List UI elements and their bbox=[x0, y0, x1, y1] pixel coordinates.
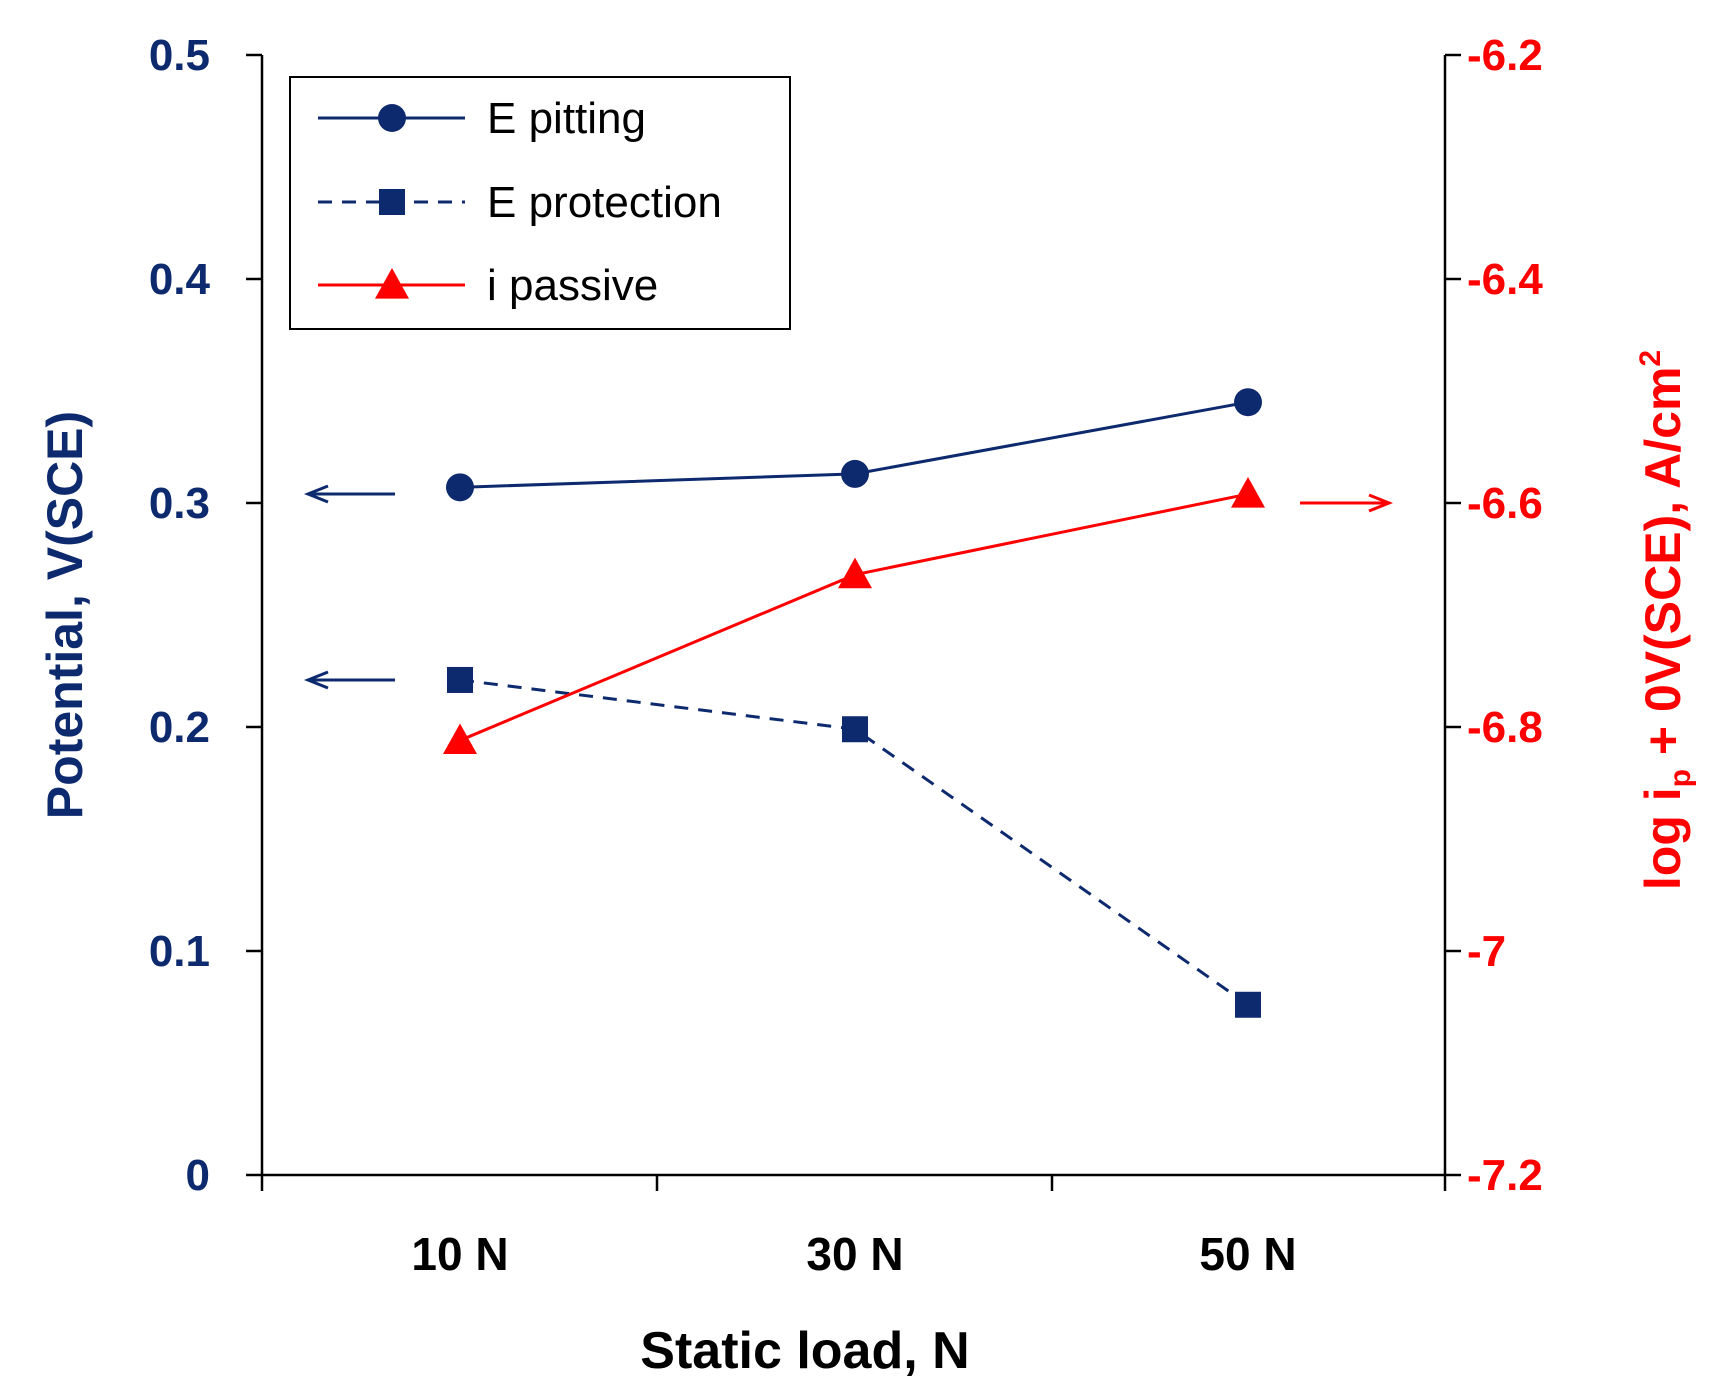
right-tick-label: -7.2 bbox=[1467, 1151, 1543, 1200]
right-tick-label: -6.2 bbox=[1467, 31, 1543, 80]
left-tick-label: 0.1 bbox=[149, 927, 210, 976]
left-tick-label: 0.3 bbox=[149, 479, 210, 528]
right-axis-title-prefix: log i bbox=[1635, 787, 1691, 890]
legend-label: i passive bbox=[487, 261, 658, 310]
series-e-protection bbox=[447, 666, 1261, 1018]
legend-items: E pitting E protection i passive bbox=[318, 94, 722, 310]
annotations bbox=[303, 484, 1394, 690]
legend-swatch-marker bbox=[375, 268, 409, 299]
series-e-pitting bbox=[446, 388, 1262, 502]
right-axis-title-middle: + 0V(SCE), A/cm bbox=[1635, 367, 1691, 769]
legend-item: i passive bbox=[318, 261, 658, 310]
right-axis-title: log ip + 0V(SCE), A/cm2 bbox=[1634, 350, 1697, 890]
legend-item: E protection bbox=[318, 178, 722, 227]
series-line bbox=[459, 678, 1249, 1006]
legend-swatch-marker bbox=[378, 104, 406, 132]
arrow-head bbox=[303, 484, 329, 504]
series bbox=[443, 388, 1265, 1018]
x-tick-label: 10 N bbox=[411, 1228, 508, 1280]
arrow-right bbox=[1300, 493, 1394, 513]
left-tick-label: 0.5 bbox=[149, 31, 210, 80]
arrow-left bbox=[303, 670, 395, 690]
data-point bbox=[446, 473, 474, 502]
right-tick-label: -6.8 bbox=[1467, 703, 1543, 752]
arrow-head bbox=[1368, 493, 1394, 513]
right-tick-label: -7 bbox=[1467, 927, 1506, 976]
legend-swatch-marker bbox=[379, 189, 405, 215]
data-point bbox=[1231, 477, 1265, 508]
left-axis-title: Potential, V(SCE) bbox=[37, 411, 93, 819]
data-point bbox=[1234, 388, 1262, 417]
left-tick-label: 0.4 bbox=[149, 255, 211, 304]
x-tick-label: 50 N bbox=[1199, 1228, 1296, 1280]
left-tick-label: 0.2 bbox=[149, 703, 210, 752]
data-point bbox=[841, 459, 869, 488]
left-tick-label: 0 bbox=[186, 1151, 210, 1200]
tick-labels: 0 0.1 0.2 0.3 0.4 0.5 -7.2 -7 -6.8 -6.6 -6.4 -6.2 10… bbox=[149, 31, 1544, 1280]
axes bbox=[246, 53, 1461, 1191]
legend-label: E protection bbox=[487, 178, 722, 227]
data-point bbox=[838, 557, 872, 589]
data-point bbox=[1235, 991, 1261, 1018]
data-point bbox=[443, 723, 477, 755]
legend-item: E pitting bbox=[318, 94, 646, 143]
arrow-head bbox=[303, 670, 329, 690]
right-axis-title-superscript: 2 bbox=[1634, 350, 1667, 367]
right-tick-label: -6.4 bbox=[1467, 255, 1543, 304]
legend-label: E pitting bbox=[487, 94, 646, 143]
data-point bbox=[842, 716, 868, 743]
right-tick-label: -6.6 bbox=[1467, 479, 1543, 528]
right-axis-title-subscript: p bbox=[1664, 769, 1697, 787]
arrow-left bbox=[303, 484, 395, 504]
legend: E pitting E protection i passive bbox=[289, 76, 791, 330]
x-tick-label: 30 N bbox=[806, 1228, 903, 1280]
data-point bbox=[447, 666, 473, 693]
x-axis-title: Static load, N bbox=[640, 1322, 969, 1380]
series-i-passive bbox=[443, 477, 1265, 755]
series-line bbox=[459, 492, 1249, 742]
